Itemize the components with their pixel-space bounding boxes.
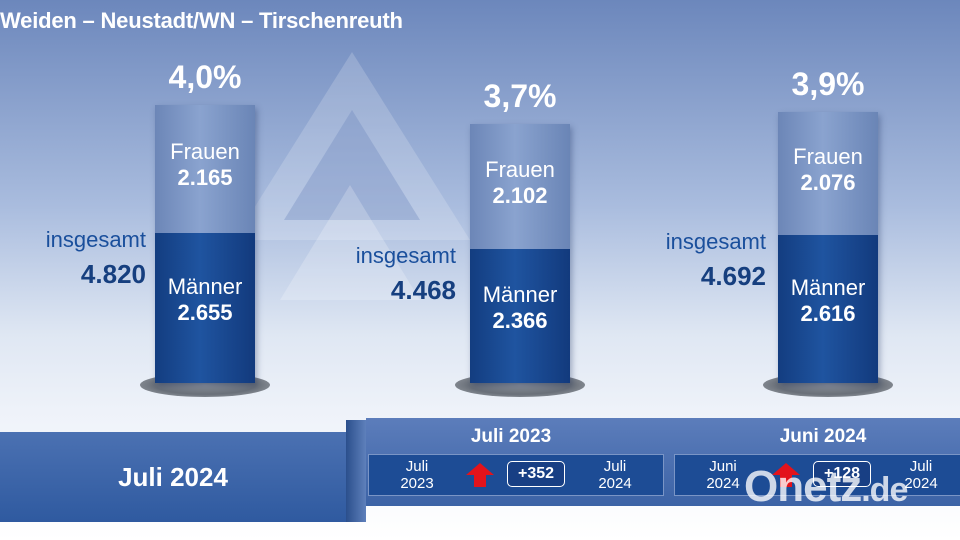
- total-value: 4.468: [390, 275, 456, 305]
- maenner-name: Männer: [482, 282, 558, 307]
- bar-segment-frauen: Frauen 2.165: [155, 105, 255, 233]
- current-period-label: Juli 2024: [118, 462, 228, 492]
- rate-percentage: 3,7%: [483, 78, 557, 114]
- frauen-label: Frauen 2.165: [155, 139, 255, 191]
- frauen-name: Frauen: [170, 139, 240, 164]
- maenner-name: Männer: [790, 275, 866, 300]
- maenner-value: 2.616: [800, 301, 856, 326]
- change-badge: +352: [507, 461, 565, 487]
- comparison-from: Juli 2023: [400, 458, 434, 492]
- maenner-value: 2.655: [177, 300, 233, 325]
- rate-percentage: 4,0%: [168, 59, 242, 95]
- watermark-logo: Onetz.de: [744, 462, 908, 512]
- arrow-up-icon: [466, 463, 494, 487]
- maenner-label: Männer 2.366: [470, 282, 570, 334]
- bar-segment-frauen: Frauen 2.076: [778, 112, 878, 235]
- watermark-main: Onetz: [744, 462, 862, 511]
- rate-percentage: 3,9%: [791, 66, 865, 102]
- maenner-name: Männer: [167, 274, 243, 299]
- bar-segment-maenner: Männer 2.366: [470, 249, 570, 383]
- frauen-value: 2.076: [800, 169, 856, 195]
- comparison-from: Juni 2024: [706, 458, 740, 492]
- total-value: 4.820: [80, 259, 146, 289]
- frauen-label: Frauen 2.102: [470, 157, 570, 209]
- stacked-bar: Frauen 2.165 Männer 2.655: [155, 105, 255, 383]
- comparison-to: Juli 2024: [904, 458, 938, 492]
- watermark-suffix: .de: [861, 471, 908, 509]
- footer-comparisons: Juli 2023 Juli 2023 +352 Juli 2024 Juni 20…: [366, 418, 960, 506]
- maenner-label: Männer 2.616: [778, 275, 878, 327]
- frauen-name: Frauen: [485, 156, 555, 182]
- bar-segment-maenner: Männer 2.655: [155, 233, 255, 383]
- frauen-name: Frauen: [793, 143, 863, 169]
- comparison-to: Juli 2024: [598, 458, 632, 492]
- footer-current-period: Juli 2024: [0, 432, 346, 522]
- frauen-label: Frauen 2.076: [778, 144, 878, 196]
- maenner-value: 2.366: [492, 308, 548, 333]
- frauen-value: 2.165: [177, 165, 233, 190]
- stacked-bar: Frauen 2.102 Männer 2.366: [470, 124, 570, 383]
- total-label: insgesamt: [355, 243, 456, 268]
- maenner-label: Männer 2.655: [155, 274, 255, 326]
- chart-title: Weiden – Neustadt/WN – Tirschenreuth: [0, 8, 403, 33]
- frauen-value: 2.102: [492, 182, 548, 208]
- bar-segment-maenner: Männer 2.616: [778, 235, 878, 383]
- comparison-box: Juni 2024 +128 Juli 2024: [674, 454, 960, 496]
- total-label: insgesamt: [665, 229, 766, 254]
- comparison-box: Juli 2023 +352 Juli 2024: [368, 454, 664, 496]
- arrow-up-icon: [772, 463, 800, 487]
- comparison-heading: Juni 2024: [779, 426, 867, 447]
- stacked-bar: Frauen 2.076 Männer 2.616: [778, 112, 878, 383]
- comparison-heading: Juli 2023: [470, 426, 552, 447]
- bar-segment-frauen: Frauen 2.102: [470, 124, 570, 249]
- footer-divider: [346, 420, 366, 522]
- change-badge: +128: [813, 461, 871, 487]
- total-label: insgesamt: [45, 227, 146, 252]
- total-value: 4.692: [700, 261, 766, 291]
